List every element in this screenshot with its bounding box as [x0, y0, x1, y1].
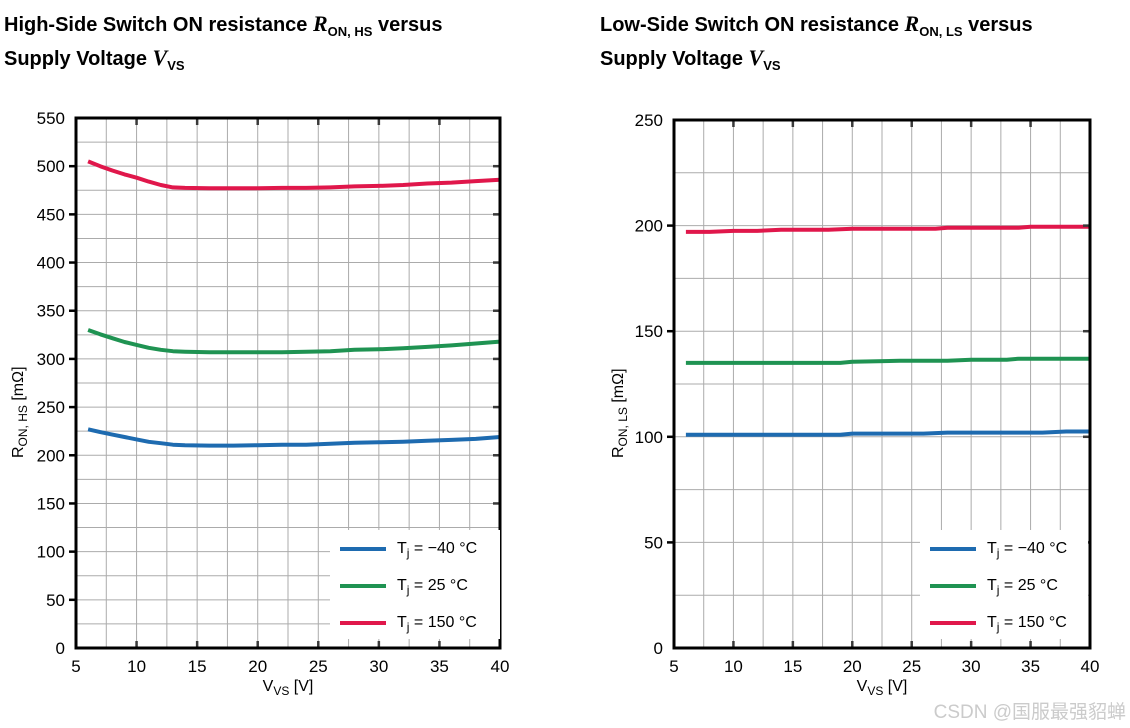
hs-title-prefix: High-Side Switch ON resistance	[4, 14, 313, 36]
svg-text:40: 40	[1081, 657, 1100, 676]
hs-xlabel-subscript: VS	[273, 684, 290, 698]
ls-legend-label-150: Tj = 150 °C	[987, 614, 1067, 634]
ls-legend-label-25: Tj = 25 °C	[987, 577, 1058, 597]
hs-title-symbol-v: V	[152, 45, 168, 70]
ls-chart-title: Low-Side Switch ON resistance RON, LS ve…	[600, 8, 1033, 76]
svg-text:50: 50	[46, 591, 65, 610]
ls-title-symbol-v: V	[748, 45, 764, 70]
svg-text:20: 20	[248, 657, 267, 676]
ls-xlabel-symbol: V	[856, 678, 868, 695]
svg-text:0: 0	[56, 639, 65, 658]
ls-legend: Tj = −40 °C Tj = 25 °C Tj = 150 °C	[920, 530, 1088, 639]
hs-legend-line-blue	[340, 547, 386, 551]
svg-text:40: 40	[491, 657, 510, 676]
hs-xlabel-unit: [V]	[289, 678, 314, 695]
svg-text:250: 250	[635, 111, 663, 130]
ls-title-symbol-r: R	[904, 11, 920, 36]
series-line-2	[87, 159, 501, 191]
ls-legend-label-minus40: Tj = −40 °C	[987, 540, 1068, 560]
hs-title-line1: High-Side Switch ON resistance RON, HS v…	[4, 8, 443, 42]
hs-title-symbol-r-sub: ON, HS	[327, 24, 373, 39]
svg-text:200: 200	[37, 446, 65, 465]
hs-legend: Tj = −40 °C Tj = 25 °C Tj = 150 °C	[330, 530, 500, 639]
svg-text:35: 35	[430, 657, 449, 676]
svg-text:10: 10	[127, 657, 146, 676]
ls-y-axis-label: RON, LS [mΩ]	[610, 368, 630, 458]
svg-text:550: 550	[37, 109, 65, 128]
ls-title-symbol-v-sub: VS	[763, 58, 781, 73]
watermark: CSDN @国服最强貂蝉	[933, 702, 1126, 723]
hs-chart-title: High-Side Switch ON resistance RON, HS v…	[4, 8, 443, 76]
hs-title-line2-prefix: Supply Voltage	[4, 48, 153, 70]
ls-xlabel-unit: [V]	[883, 678, 908, 695]
hs-ylabel-subscript: ON, HS	[16, 405, 30, 447]
svg-text:20: 20	[843, 657, 862, 676]
hs-legend-label-minus40: Tj = −40 °C	[397, 540, 478, 560]
svg-text:15: 15	[783, 657, 802, 676]
ls-legend-item-25: Tj = 25 °C	[930, 576, 1088, 597]
svg-text:350: 350	[37, 302, 65, 321]
ls-title-prefix: Low-Side Switch ON resistance	[600, 14, 905, 36]
hs-legend-line-red	[340, 621, 386, 625]
hs-legend-label-25: Tj = 25 °C	[397, 577, 468, 597]
svg-text:30: 30	[962, 657, 981, 676]
ls-legend-line-red	[930, 621, 976, 625]
hs-title-versus: versus	[372, 14, 443, 36]
ls-xlabel-subscript: VS	[867, 684, 884, 698]
hs-legend-item-150: Tj = 150 °C	[340, 613, 500, 634]
series-line-2	[685, 224, 1090, 234]
ls-legend-line-blue	[930, 547, 976, 551]
hs-xlabel-symbol: V	[262, 678, 274, 695]
svg-text:250: 250	[37, 398, 65, 417]
ls-title-line1: Low-Side Switch ON resistance RON, LS ve…	[600, 8, 1033, 42]
ls-title-symbol-r-sub: ON, LS	[919, 24, 963, 39]
series-line-1	[685, 356, 1090, 365]
hs-ylabel-symbol: R	[10, 446, 27, 458]
hs-title-symbol-v-sub: VS	[167, 58, 185, 73]
hs-x-axis-label: VVS [V]	[262, 678, 314, 698]
svg-text:150: 150	[635, 322, 663, 341]
hs-title-line2: Supply Voltage VVS	[4, 42, 443, 76]
hs-legend-label-150: Tj = 150 °C	[397, 614, 477, 634]
hs-y-axis-label: RON, HS [mΩ]	[10, 366, 30, 458]
ls-ylabel-subscript: ON, LS	[616, 407, 630, 447]
series-line-0	[685, 429, 1090, 437]
svg-text:10: 10	[724, 657, 743, 676]
svg-text:5: 5	[71, 657, 80, 676]
svg-text:25: 25	[309, 657, 328, 676]
svg-text:0: 0	[654, 639, 663, 658]
svg-text:150: 150	[37, 494, 65, 513]
svg-text:25: 25	[902, 657, 921, 676]
ls-ylabel-symbol: R	[610, 446, 627, 458]
svg-text:100: 100	[37, 543, 65, 562]
series-line-0	[87, 427, 501, 448]
svg-text:500: 500	[37, 157, 65, 176]
svg-text:450: 450	[37, 205, 65, 224]
ls-ylabel-unit: [mΩ]	[610, 368, 627, 408]
hs-legend-item-minus40: Tj = −40 °C	[340, 539, 500, 560]
ls-title-versus: versus	[962, 14, 1033, 36]
svg-text:5: 5	[669, 657, 678, 676]
hs-ylabel-unit: [mΩ]	[10, 366, 27, 406]
ls-title-line2: Supply Voltage VVS	[600, 42, 1033, 76]
svg-text:50: 50	[644, 533, 663, 552]
svg-text:30: 30	[369, 657, 388, 676]
ls-legend-item-150: Tj = 150 °C	[930, 613, 1088, 634]
svg-text:400: 400	[37, 254, 65, 273]
ls-title-line2-prefix: Supply Voltage	[600, 48, 749, 70]
hs-title-symbol-r: R	[312, 11, 328, 36]
svg-text:100: 100	[635, 428, 663, 447]
series-line-1	[87, 328, 501, 355]
ls-legend-item-minus40: Tj = −40 °C	[930, 539, 1088, 560]
svg-text:15: 15	[188, 657, 207, 676]
svg-text:35: 35	[1021, 657, 1040, 676]
svg-text:300: 300	[37, 350, 65, 369]
hs-legend-line-green	[340, 584, 386, 588]
hs-legend-item-25: Tj = 25 °C	[340, 576, 500, 597]
ls-legend-line-green	[930, 584, 976, 588]
svg-text:200: 200	[635, 217, 663, 236]
ls-chart-plot: 5 10 15 20 25 30 35 40 0 50 100 150 200 250	[635, 111, 1100, 676]
ls-x-axis-label: VVS [V]	[856, 678, 908, 698]
